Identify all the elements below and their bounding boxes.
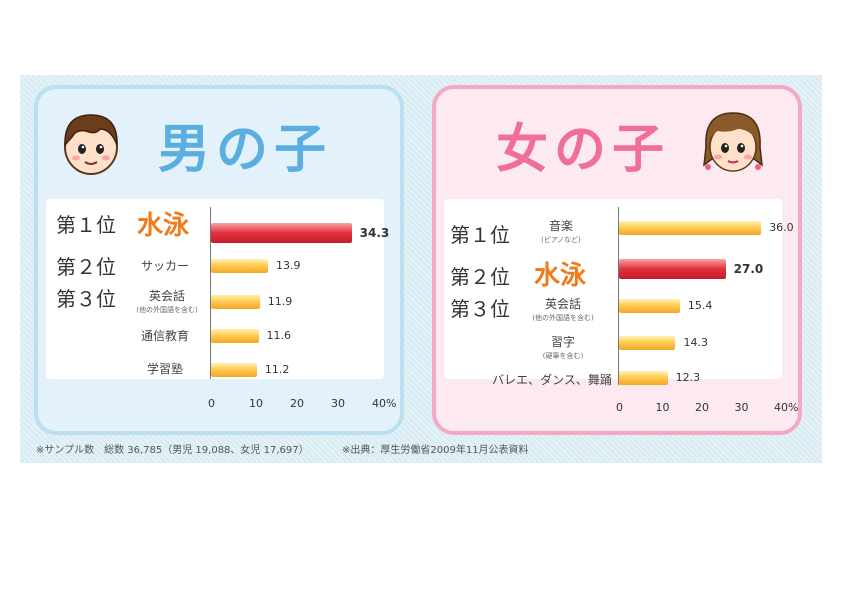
bar (211, 363, 257, 377)
sample-note: ※サンプル数 総数 36,785（男児 19,088、女児 17,697） (36, 445, 309, 456)
x-tick-label: 20 (695, 401, 709, 414)
category-sublabel: (他の外国語を含む) (532, 314, 594, 322)
bar (619, 299, 680, 313)
bar (619, 371, 668, 385)
girl-chart: 第１位 第２位 第３位 音楽 (ピアノなど) 水泳 英会話 (他の外国語を含む) 習… (444, 199, 794, 387)
category-label: 学習塾 (146, 362, 183, 376)
value-label: 11.9 (267, 295, 293, 308)
category-label: 音楽 (ピアノなど) (526, 217, 596, 245)
girl-panel: 女の子 第１位 第２位 第３位 音楽 (ピアノなど) 水泳 英会話 (他の外国語を含… (432, 85, 802, 435)
girl-title: 女の子 (496, 120, 671, 180)
value-label: 12.3 (675, 371, 701, 384)
category-label: 水泳 (533, 261, 586, 291)
rank-1-label: 第１位 (56, 213, 116, 237)
bar (619, 221, 762, 235)
x-tick-label: 10 (655, 401, 670, 414)
rank-3-label: 第３位 (56, 287, 116, 311)
category-sublabel: (硬筆を含む) (542, 352, 584, 360)
bar (211, 295, 260, 309)
boy-chart: 第１位 第２位 第３位 水泳 サッカー 英会話 (他の外国語を含む) 通信教育 学… (46, 199, 389, 379)
source-note: ※出典：厚生労働省2009年11月公表資料 (342, 445, 529, 456)
category-label: 水泳 (136, 211, 189, 241)
category-label: サッカー (140, 259, 189, 273)
y-axis-line (618, 207, 619, 385)
infographic-frame: 男の子 第１位 第２位 第３位 水泳 サッカー 英会話 (他の外国語を含む) 通信… (20, 75, 822, 463)
boy-panel: 男の子 第１位 第２位 第３位 水泳 サッカー 英会話 (他の外国語を含む) 通信… (34, 85, 404, 435)
x-tick-label: 40% (372, 397, 397, 410)
category-label: 通信教育 (140, 329, 189, 343)
bar (211, 329, 259, 343)
category-label: バレエ、ダンス、舞踊 (492, 373, 612, 387)
rank-1-label: 第１位 (450, 223, 510, 247)
x-tick-label: 40% (774, 401, 799, 414)
rank-2-label: 第２位 (450, 265, 510, 289)
category-sublabel: (ピアノなど) (541, 236, 581, 244)
bar (211, 259, 268, 273)
category-sublabel: (他の外国語を含む) (136, 306, 198, 314)
category-label: 英会話 (他の外国語を含む) (518, 295, 608, 323)
value-label: 36.0 (769, 221, 794, 234)
value-label: 14.3 (683, 336, 708, 349)
boy-title: 男の子 (158, 120, 333, 180)
value-label: 34.3 (359, 226, 390, 240)
rank-2-label: 第２位 (56, 255, 116, 279)
bar (619, 259, 726, 279)
value-label: 27.0 (733, 262, 764, 276)
y-axis-line (210, 207, 211, 379)
category-label: 習字 (硬筆を含む) (518, 333, 608, 361)
rank-3-label: 第３位 (450, 297, 510, 321)
x-tick-label: 30 (331, 397, 345, 410)
x-tick-label: 0 (616, 401, 623, 414)
value-label: 11.6 (266, 329, 292, 342)
value-label: 13.9 (275, 259, 301, 272)
value-label: 15.4 (687, 299, 713, 312)
value-label: 11.2 (264, 363, 290, 376)
x-tick-label: 0 (208, 397, 215, 410)
x-tick-label: 30 (734, 401, 749, 414)
girl-face-icon (703, 112, 763, 172)
category-label: 英会話 (他の外国語を含む) (122, 287, 212, 315)
x-tick-label: 10 (249, 397, 263, 410)
bar (619, 336, 676, 350)
x-tick-label: 20 (290, 397, 304, 410)
bar (211, 223, 352, 243)
boy-face-icon (64, 114, 118, 175)
